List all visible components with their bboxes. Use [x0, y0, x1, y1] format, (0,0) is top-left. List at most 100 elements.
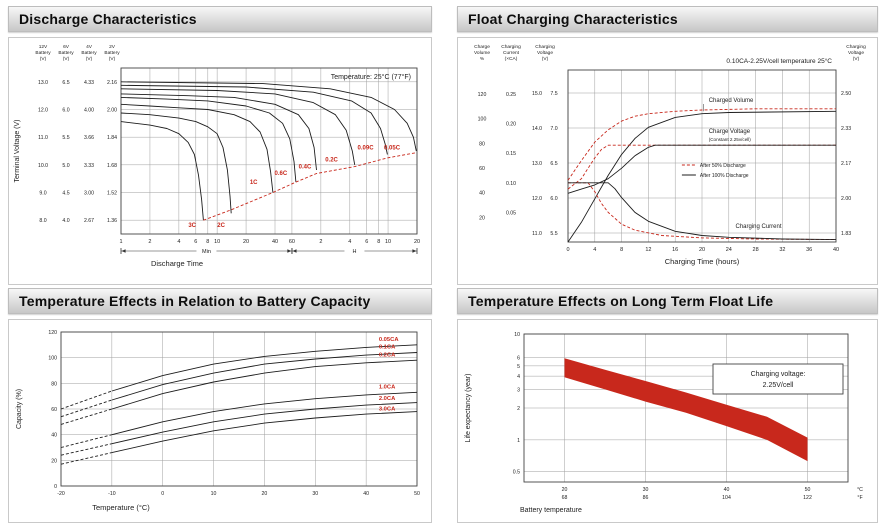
svg-text:Temperature: 25°C (77°F): Temperature: 25°C (77°F) — [331, 73, 411, 81]
svg-text:24: 24 — [726, 247, 732, 253]
svg-text:5.5: 5.5 — [550, 231, 557, 237]
svg-text:2.00: 2.00 — [107, 108, 117, 114]
curve-charge-voltage-100 — [567, 144, 836, 194]
svg-text:0.15: 0.15 — [506, 151, 516, 157]
svg-text:Terminal Voltage (V): Terminal Voltage (V) — [14, 119, 21, 182]
svg-text:0.4C: 0.4C — [299, 164, 312, 170]
svg-text:12: 12 — [645, 247, 651, 253]
svg-text:4.33: 4.33 — [84, 80, 94, 86]
svg-text:12V: 12V — [39, 44, 48, 50]
svg-text:15.0: 15.0 — [532, 91, 542, 97]
svg-text:1.52: 1.52 — [107, 191, 117, 197]
svg-text:Discharge Time: Discharge Time — [151, 259, 203, 268]
svg-text:30: 30 — [312, 491, 318, 497]
svg-text:20: 20 — [414, 239, 420, 245]
svg-text:100: 100 — [478, 117, 487, 123]
svg-text:Voltage: Voltage — [537, 50, 553, 56]
svg-text:Charging Current: Charging Current — [736, 224, 782, 230]
svg-text:13.0: 13.0 — [532, 161, 542, 167]
svg-text:2.33: 2.33 — [841, 126, 851, 132]
discharge-curve-0.09C — [120, 84, 388, 155]
svg-text:After 100% Discharge: After 100% Discharge — [700, 173, 749, 179]
capacity-curve-1.0CA — [111, 391, 418, 436]
svg-text:8: 8 — [377, 239, 380, 245]
svg-text:3.00: 3.00 — [84, 191, 94, 197]
svg-text:4: 4 — [348, 239, 351, 245]
panel-title-text: Temperature Effects in Relation to Batte… — [19, 293, 371, 309]
svg-text:5.5: 5.5 — [62, 135, 69, 141]
capacity-curve-0.05CA-dashed — [60, 390, 113, 410]
svg-text:Min: Min — [202, 249, 211, 255]
svg-text:12.0: 12.0 — [38, 108, 48, 114]
svg-text:86: 86 — [643, 495, 649, 501]
capacity-curve-0.1CA-dashed — [60, 399, 113, 418]
svg-text:20: 20 — [51, 458, 57, 464]
svg-text:4: 4 — [517, 374, 520, 380]
float-life-chart: 10 6 5 4 3 2 1 0.5 20 68 30 86 40 104 50 122 °C °F Chargin… — [465, 332, 863, 514]
discharge-curve-1C — [120, 103, 274, 193]
svg-text:1.68: 1.68 — [107, 163, 117, 169]
svg-text:(V): (V) — [853, 56, 860, 62]
panel-title-text: Float Charging Characteristics — [468, 11, 678, 27]
svg-text:-20: -20 — [57, 491, 65, 497]
svg-text:0.20: 0.20 — [506, 122, 516, 128]
svg-text:(Constant 2.25v/cell): (Constant 2.25v/cell) — [709, 137, 752, 142]
svg-text:50: 50 — [805, 487, 811, 493]
svg-text:1C: 1C — [250, 180, 258, 186]
capacity-curve-0.1CA — [111, 352, 418, 401]
svg-text:6.5: 6.5 — [62, 80, 69, 86]
temperature-capacity-chart: 0 20 40 60 80 100 120 -20 -10 0 10 20 30 40 50 Capacity… — [16, 330, 420, 512]
svg-text:2.25V/cell: 2.25V/cell — [763, 382, 794, 389]
svg-text:7.5: 7.5 — [550, 91, 557, 97]
svg-text:Charging: Charging — [535, 44, 555, 50]
svg-text:1: 1 — [517, 438, 520, 444]
svg-text:104: 104 — [722, 495, 731, 501]
svg-text:Charged Volume: Charged Volume — [709, 98, 754, 104]
svg-text:Battery: Battery — [81, 50, 97, 56]
svg-text:120: 120 — [48, 330, 57, 336]
svg-text:Capacity (%): Capacity (%) — [16, 389, 23, 429]
svg-text:7.0: 7.0 — [550, 126, 557, 132]
panel-float-charging-characteristics: Float Charging Characteristics 0 4 8 12 16 20… — [457, 6, 878, 285]
svg-text:10: 10 — [385, 239, 391, 245]
svg-text:9.0: 9.0 — [39, 191, 46, 197]
svg-text:3.0CA: 3.0CA — [379, 406, 396, 412]
svg-text:-10: -10 — [108, 491, 116, 497]
svg-text:0.6C: 0.6C — [274, 171, 287, 177]
svg-text:0.25: 0.25 — [506, 92, 516, 98]
svg-text:Battery: Battery — [58, 50, 74, 56]
svg-text:20: 20 — [562, 487, 568, 493]
svg-text:11.0: 11.0 — [532, 231, 542, 237]
svg-text:0.10: 0.10 — [506, 181, 516, 187]
svg-text:0.05C: 0.05C — [384, 145, 401, 151]
svg-text:2C: 2C — [217, 223, 225, 229]
svg-text:Charging: Charging — [846, 44, 866, 50]
svg-text:40: 40 — [51, 433, 57, 439]
charging-voltage-note-box — [712, 363, 844, 395]
svg-text:40: 40 — [479, 191, 485, 197]
capacity-curve-2.0CA — [111, 402, 418, 445]
svg-text:40: 40 — [272, 239, 278, 245]
svg-text:10.0: 10.0 — [38, 163, 48, 169]
svg-text:32: 32 — [779, 247, 785, 253]
svg-text:0.09C: 0.09C — [358, 145, 375, 151]
plot-border — [567, 69, 837, 243]
svg-text:Charging voltage:: Charging voltage: — [751, 371, 806, 378]
capacity-curve-1.0CA-dashed — [60, 434, 113, 448]
svg-text:(×CA): (×CA) — [505, 56, 518, 62]
svg-text:28: 28 — [753, 247, 759, 253]
svg-text:60: 60 — [51, 407, 57, 413]
panel-title-bar: Temperature Effects on Long Term Float L… — [457, 288, 878, 314]
svg-text:6V: 6V — [63, 44, 70, 50]
svg-text:0.05: 0.05 — [506, 210, 516, 216]
svg-text:°F: °F — [857, 495, 862, 501]
svg-text:1.84: 1.84 — [107, 135, 117, 141]
svg-text:0: 0 — [54, 484, 57, 490]
svg-text:12.0: 12.0 — [532, 196, 542, 202]
float-charging-characteristics-chart: 0 4 8 12 16 20 24 28 32 36 40 Charging Time (hours)… — [474, 44, 866, 266]
svg-text:%: % — [480, 56, 485, 62]
svg-text:Battery temperature: Battery temperature — [520, 507, 582, 514]
svg-text:Volume: Volume — [474, 50, 490, 56]
capacity-curve-3.0CA — [111, 411, 418, 454]
svg-text:After 50% Discharge: After 50% Discharge — [700, 163, 746, 169]
